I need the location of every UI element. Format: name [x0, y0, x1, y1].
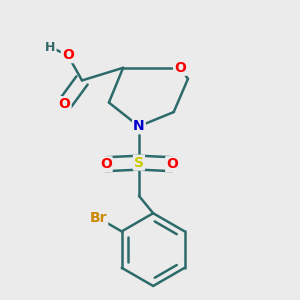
Text: H: H — [45, 41, 56, 54]
Text: O: O — [62, 48, 74, 62]
Text: O: O — [100, 157, 112, 171]
Text: O: O — [166, 157, 178, 171]
Text: O: O — [59, 97, 70, 111]
Text: O: O — [174, 61, 186, 75]
Text: S: S — [134, 156, 144, 170]
Text: Br: Br — [90, 211, 107, 225]
Text: N: N — [133, 119, 145, 133]
